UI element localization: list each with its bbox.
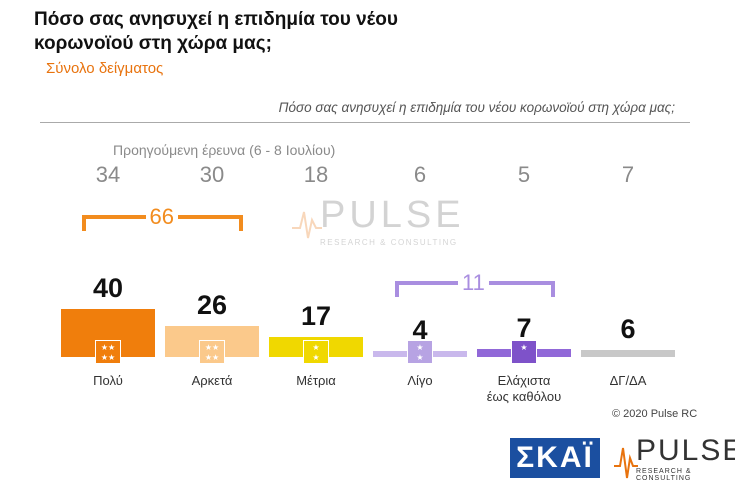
previous-value: 5 <box>517 162 531 187</box>
previous-value: 18 <box>303 162 329 187</box>
chart-title: Πόσο σας ανησυχεί η επιδημία του νέου κο… <box>34 9 398 54</box>
pulse-logo-name: PULSE <box>636 434 735 467</box>
category-label: Αρκετά <box>157 373 267 389</box>
previous-survey-label: Προηγούμενη έρευνα (6 - 8 Ιουλίου) <box>113 142 336 158</box>
chart-subtitle: Σύνολο δείγματος <box>46 60 164 77</box>
pulse-logo-tagline: RESEARCH & CONSULTING <box>636 468 692 482</box>
bar-value-label: 6 <box>620 314 636 344</box>
watermark-tagline: RESEARCH & CONSULTING <box>320 238 458 247</box>
bar-value-label: 26 <box>196 290 228 320</box>
skai-logo: ΣΚΑΪ <box>510 438 600 478</box>
bar-value-label: 17 <box>300 301 332 331</box>
previous-value: 34 <box>95 162 121 187</box>
category-label: ΔΓ/ΔΑ <box>573 373 683 389</box>
category-label: Μέτρια <box>261 373 371 389</box>
copyright: © 2020 Pulse RC <box>612 408 698 420</box>
bar-value-label: 4 <box>412 315 428 345</box>
question-text: Πόσο σας ανησυχεί η επιδημία του νέου κο… <box>278 100 675 115</box>
star-badge-icon: ★ <box>511 340 537 364</box>
category-label-line: Λίγο <box>407 373 433 388</box>
previous-value: 6 <box>413 162 427 187</box>
bar-value-label: 7 <box>516 313 532 343</box>
category-label: Ελάχιστα έως καθόλου <box>469 373 579 405</box>
pulse-logo: PULSE RESEARCH & CONSULTING <box>614 434 735 482</box>
group-total-label: 11 <box>458 270 489 296</box>
pulse-watermark: PULSE RESEARCH & CONSULTING <box>292 194 465 256</box>
category-label-line: Πολύ <box>93 373 123 388</box>
bar-value-label: 40 <box>92 273 124 303</box>
previous-value: 30 <box>199 162 225 187</box>
category-label-line: ΔΓ/ΔΑ <box>609 373 647 388</box>
star-badge-icon: ★★ ★★ <box>95 340 121 364</box>
star-badge-icon: ★★ ★★ <box>199 340 225 364</box>
category-label: Πολύ <box>53 373 163 389</box>
group-total-label: 66 <box>145 204 178 230</box>
watermark-name: PULSE <box>320 194 465 236</box>
category-label-line: Αρκετά <box>191 373 233 388</box>
category-label-line: έως καθόλου <box>486 389 562 404</box>
category-label-line: Ελάχιστα <box>497 373 551 388</box>
question-divider <box>40 122 690 123</box>
star-badge-icon: ★ ★ <box>303 340 329 364</box>
previous-value: 7 <box>621 162 635 187</box>
category-label-line: Μέτρια <box>296 373 336 388</box>
category-label: Λίγο <box>365 373 475 389</box>
bar <box>581 350 675 357</box>
star-badge-icon: ★ ★ <box>407 340 433 364</box>
